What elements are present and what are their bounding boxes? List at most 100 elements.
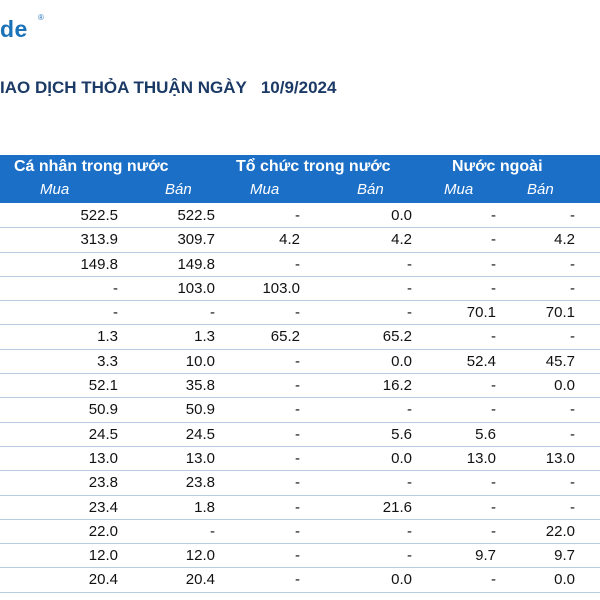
table-cell: 4.2 <box>391 231 412 249</box>
table-cell: 13.0 <box>88 449 118 467</box>
table-cell: 24.5 <box>185 425 215 443</box>
table-cell: 0.0 <box>391 207 412 224</box>
header-group-individual: Cá nhân trong nước <box>14 158 169 175</box>
table-cell: - <box>407 255 412 273</box>
table-cell: - <box>295 474 300 492</box>
table-cell: 20.4 <box>185 571 215 589</box>
table-cell: 1.3 <box>97 328 118 346</box>
table-cell: 24.5 <box>88 425 118 443</box>
table-cell: 23.4 <box>88 498 118 516</box>
table-cell: - <box>295 498 300 516</box>
table-cell: - <box>295 255 300 273</box>
table-cell: - <box>570 498 575 516</box>
table-cell: 0.0 <box>391 449 412 467</box>
table-cell: 23.8 <box>185 474 215 492</box>
table-cell: 13.0 <box>466 449 496 467</box>
table-body: 522.5 522.5 - 0.0 - - 313.9 309.7 4.2 4.2 - 4.2 149.… <box>0 204 600 593</box>
table-row: 20.4 20.4 - 0.0 - 0.0 <box>0 568 600 593</box>
table-row: 12.0 12.0 - - 9.7 9.7 <box>0 544 600 569</box>
table-cell: 35.8 <box>185 377 215 395</box>
table-cell: 16.2 <box>382 377 412 395</box>
table-row: 50.9 50.9 - - - - <box>0 398 600 423</box>
header-sub-buy: Mua <box>444 181 474 198</box>
table-cell: 70.1 <box>466 304 496 322</box>
table-cell: 65.2 <box>270 328 300 346</box>
table-cell: - <box>407 304 412 322</box>
table-cell: 4.2 <box>554 231 575 249</box>
header-group-institution: Tổ chức trong nước <box>236 158 391 175</box>
table-cell: - <box>407 474 412 492</box>
table-cell: - <box>407 522 412 540</box>
table-cell: 21.6 <box>382 498 412 516</box>
table-cell: 522.5 <box>80 207 118 224</box>
table-cell: 22.0 <box>88 522 118 540</box>
table-cell: - <box>570 401 575 419</box>
table-row: - - - - 70.1 70.1 <box>0 301 600 326</box>
table-cell: 20.4 <box>88 571 118 589</box>
page-title: IAO DỊCH THỎA THUẬN NGÀY 10/9/2024 <box>0 78 336 98</box>
table-cell: - <box>570 279 575 297</box>
table-cell: - <box>491 231 496 249</box>
table-cell: - <box>295 401 300 419</box>
table-cell: - <box>491 401 496 419</box>
header-sub-buy: Mua <box>40 181 70 198</box>
table-cell: 10.0 <box>185 352 215 370</box>
table-cell: - <box>295 304 300 322</box>
table-cell: - <box>491 571 496 589</box>
table-cell: - <box>491 498 496 516</box>
table-cell: 9.7 <box>554 547 575 565</box>
table-cell: - <box>295 377 300 395</box>
table-cell: 313.9 <box>80 231 118 249</box>
table-cell: 149.8 <box>80 255 118 273</box>
table-cell: - <box>491 474 496 492</box>
table-cell: - <box>210 522 215 540</box>
table-cell: - <box>570 207 575 224</box>
table-cell: - <box>491 328 496 346</box>
table-row: 13.0 13.0 - 0.0 13.0 13.0 <box>0 447 600 472</box>
title-date: 10/9/2024 <box>260 78 337 97</box>
table-cell: 23.8 <box>88 474 118 492</box>
table-cell: 12.0 <box>185 547 215 565</box>
title-text: IAO DỊCH THỎA THUẬN NGÀY <box>0 78 247 97</box>
header-sub-sell: Bán <box>357 181 384 198</box>
table-row: 1.3 1.3 65.2 65.2 - - <box>0 325 600 350</box>
table-row: 522.5 522.5 - 0.0 - - <box>0 204 600 229</box>
table-cell: 0.0 <box>554 377 575 395</box>
table-cell: 12.0 <box>88 547 118 565</box>
table-cell: 13.0 <box>545 449 575 467</box>
table-cell: - <box>295 207 300 224</box>
table-cell: 522.5 <box>177 207 215 224</box>
table-cell: 149.8 <box>177 255 215 273</box>
header-sub-sell: Bán <box>527 181 554 198</box>
table-cell: - <box>491 207 496 224</box>
table-cell: 1.8 <box>194 498 215 516</box>
table-cell: 103.0 <box>177 279 215 297</box>
table-row: 3.3 10.0 - 0.0 52.4 45.7 <box>0 350 600 375</box>
table-cell: 9.7 <box>475 547 496 565</box>
table-cell: - <box>295 352 300 370</box>
table-cell: 1.3 <box>194 328 215 346</box>
table-cell: 0.0 <box>554 571 575 589</box>
table-cell: - <box>491 255 496 273</box>
header-sub-sell: Bán <box>165 181 192 198</box>
table-cell: 50.9 <box>88 401 118 419</box>
table-cell: 22.0 <box>545 522 575 540</box>
table-row: 149.8 149.8 - - - - <box>0 253 600 277</box>
table-cell: 5.6 <box>475 425 496 443</box>
table-cell: - <box>407 279 412 297</box>
table-row: 22.0 - - - - 22.0 <box>0 520 600 545</box>
brand-logo: de <box>0 16 28 42</box>
table-cell: 52.1 <box>88 377 118 395</box>
table-row: 313.9 309.7 4.2 4.2 - 4.2 <box>0 228 600 253</box>
table-cell: 52.4 <box>466 352 496 370</box>
table-cell: - <box>491 279 496 297</box>
table-row: 52.1 35.8 - 16.2 - 0.0 <box>0 374 600 399</box>
table-cell: - <box>295 449 300 467</box>
table-cell: - <box>491 522 496 540</box>
table-row: 24.5 24.5 - 5.6 5.6 - <box>0 423 600 447</box>
header-sub-buy: Mua <box>250 181 280 198</box>
table-cell: 13.0 <box>185 449 215 467</box>
table-cell: - <box>570 328 575 346</box>
table-cell: 50.9 <box>185 401 215 419</box>
registered-mark: ® <box>38 13 44 22</box>
